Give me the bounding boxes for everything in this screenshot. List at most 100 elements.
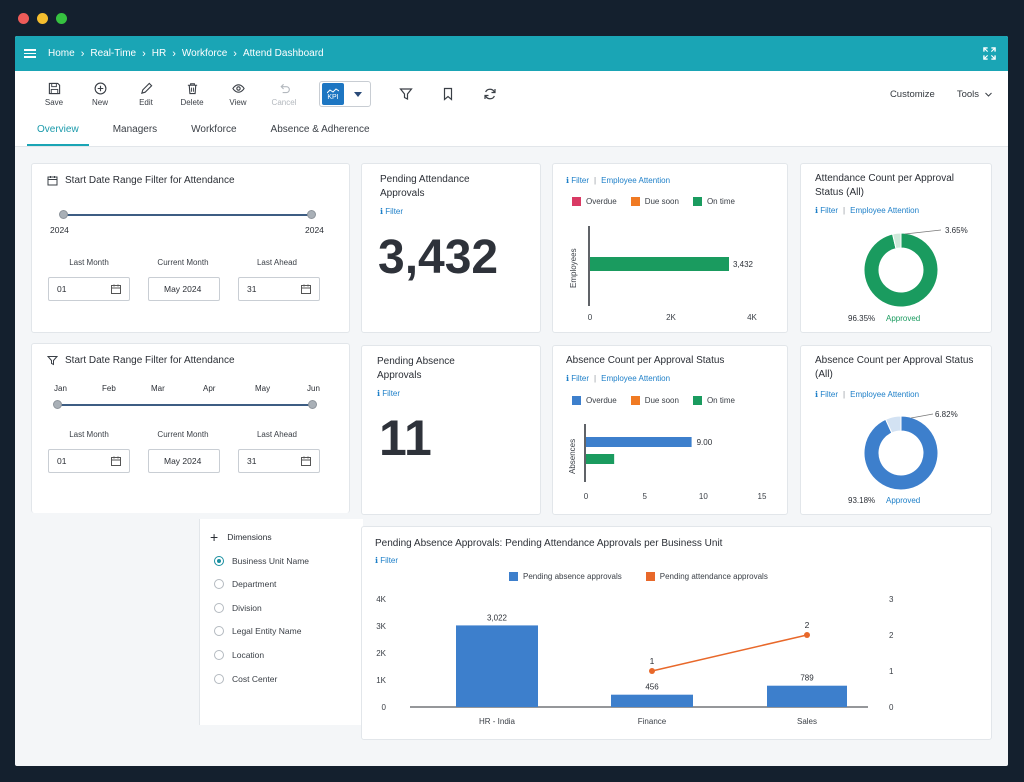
breadcrumb-home[interactable]: Home — [48, 48, 75, 59]
attendance-on-time-bar — [590, 257, 729, 271]
combo-point-2[interactable] — [804, 632, 810, 638]
last-ahead-input[interactable]: 31 — [238, 277, 320, 301]
dimension-division[interactable]: Division — [214, 603, 262, 613]
fullscreen-icon[interactable] — [983, 47, 996, 60]
filter-link[interactable]: ℹ Filter — [377, 389, 401, 398]
delete-button[interactable]: Delete — [169, 82, 215, 107]
range-start-handle[interactable] — [59, 210, 68, 219]
radio[interactable] — [214, 674, 224, 684]
last-month-input-2[interactable]: 01 — [48, 449, 130, 473]
tab-workforce[interactable]: Workforce — [191, 124, 237, 135]
dimension-business-unit[interactable]: Business Unit Name — [214, 556, 309, 566]
dashboard-app: Home › Real-Time › HR › Workforce › Atte… — [15, 36, 1008, 766]
last-month-label-2: Last Month — [69, 430, 109, 439]
save-label: Save — [44, 97, 64, 107]
current-month-input[interactable]: May 2024 — [148, 277, 220, 301]
date-range-track-1[interactable] — [63, 214, 311, 216]
minimize-window-dot[interactable] — [37, 13, 48, 24]
month-jan: Jan — [54, 384, 67, 393]
month-start-handle[interactable] — [53, 400, 62, 409]
trash-icon — [187, 82, 197, 94]
save-button[interactable]: Save — [31, 82, 77, 107]
radio[interactable] — [214, 579, 224, 589]
absence-minor-pct: 6.82% — [935, 410, 958, 419]
attendance-donut-card: Attendance Count per Approval Status (Al… — [800, 163, 992, 333]
absence-donut-slice-0[interactable] — [863, 415, 939, 491]
combo-bar-0[interactable] — [456, 625, 538, 707]
breadcrumb-workforce[interactable]: Workforce — [181, 48, 228, 59]
attendance-donut-slice-0[interactable] — [863, 232, 939, 308]
month-end-handle[interactable] — [308, 400, 317, 409]
dimensions-header[interactable]: + Dimensions — [210, 529, 272, 545]
tools-menu[interactable]: Tools — [957, 89, 992, 100]
edit-button[interactable]: Edit — [123, 82, 169, 107]
absence-callout-line — [910, 413, 934, 419]
calendar-icon[interactable] — [111, 456, 121, 466]
plus-icon[interactable]: + — [210, 529, 219, 545]
attendance-donut-links[interactable]: ℹ Filter | Employee Attention — [815, 206, 920, 215]
kpi-label: KPI — [327, 93, 339, 101]
absence-legend: Overdue Due soon On time — [572, 396, 735, 405]
last-ahead-label-2: Last Ahead — [256, 430, 298, 439]
combo-bar-1[interactable] — [611, 694, 693, 707]
close-window-dot[interactable] — [18, 13, 29, 24]
combo-point-1[interactable] — [649, 668, 655, 674]
combo-bar-2[interactable] — [767, 685, 847, 707]
kpi-icon: KPI — [322, 83, 344, 105]
tab-overview[interactable]: Overview — [27, 124, 89, 146]
filter-icon[interactable] — [399, 87, 413, 101]
cancel-button[interactable]: Cancel — [261, 82, 307, 107]
calendar-icon[interactable] — [301, 284, 311, 294]
refresh-icon[interactable] — [483, 87, 497, 101]
dimension-location[interactable]: Location — [214, 650, 264, 660]
absence-links[interactable]: ℹ Filter | Employee Attention — [566, 374, 671, 383]
attendance-donut-slice-1[interactable] — [891, 232, 902, 250]
view-button[interactable]: View — [215, 82, 261, 107]
breadcrumb-hr[interactable]: HR — [151, 48, 167, 59]
tab-absence-adherence[interactable]: Absence & Adherence — [270, 124, 370, 135]
legend-due-soon: Due soon — [630, 396, 679, 405]
absence-donut-links[interactable]: ℹ Filter | Employee Attention — [815, 390, 920, 399]
new-button[interactable]: New — [77, 82, 123, 107]
last-ahead-label: Last Ahead — [256, 258, 298, 267]
filter-link[interactable]: ℹ Filter — [380, 207, 404, 216]
month-may: May — [255, 384, 271, 393]
trend-line-icon — [327, 87, 339, 93]
dimension-department[interactable]: Department — [214, 579, 276, 589]
breadcrumb-real-time[interactable]: Real-Time — [90, 48, 137, 59]
last-month-label: Last Month — [69, 258, 109, 267]
radio[interactable] — [214, 603, 224, 613]
absence-bar-chart: Absences 9.00 0 5 10 15 — [568, 424, 767, 501]
month-range-track[interactable] — [57, 404, 313, 406]
chevron-right-icon: › — [172, 47, 176, 60]
current-month-input-2[interactable]: May 2024 — [148, 449, 220, 473]
radio[interactable] — [214, 626, 224, 636]
absence-donut-card: Absence Count per Approval Status (All) … — [800, 345, 992, 515]
attendance-links[interactable]: ℹ Filter | Employee Attention — [566, 176, 671, 185]
kpi-selector[interactable]: KPI — [319, 81, 371, 107]
absence-donut-slice-1[interactable] — [884, 415, 902, 434]
tab-managers[interactable]: Managers — [112, 124, 158, 135]
absence-bar-label: 9.00 — [697, 438, 713, 447]
hamburger-menu-icon[interactable] — [24, 49, 36, 58]
window-controls — [18, 13, 67, 24]
radio[interactable] — [214, 650, 224, 660]
date-filter-card-1: Start Date Range Filter for Attendance 2… — [31, 163, 350, 333]
dimension-cost-center[interactable]: Cost Center — [214, 674, 277, 684]
dimension-legal-entity[interactable]: Legal Entity Name — [214, 626, 301, 636]
customize-button[interactable]: Customize — [889, 88, 935, 100]
bookmark-icon[interactable] — [441, 87, 455, 101]
calendar-icon[interactable] — [111, 284, 121, 294]
pending-attendance-card: Pending Attendance Approvals ℹ Filter 3,… — [361, 163, 541, 333]
attendance-legend: Overdue Due soon On time — [572, 197, 735, 206]
maximize-window-dot[interactable] — [56, 13, 67, 24]
combo-category-1: Finance — [638, 717, 667, 726]
range-end-handle[interactable] — [307, 210, 316, 219]
calendar-icon[interactable] — [301, 456, 311, 466]
last-ahead-input-2[interactable]: 31 — [238, 449, 320, 473]
combo-filter-link[interactable]: ℹ Filter — [375, 556, 399, 565]
kpi-dropdown-icon[interactable] — [346, 91, 370, 97]
last-month-input[interactable]: 01 — [48, 277, 130, 301]
range-start-year: 2024 — [50, 225, 69, 235]
radio-selected[interactable] — [214, 556, 224, 566]
